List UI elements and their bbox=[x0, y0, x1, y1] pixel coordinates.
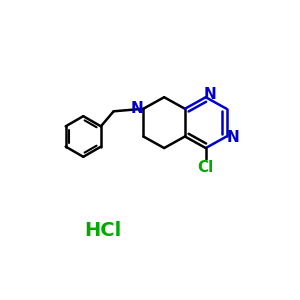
Text: HCl: HCl bbox=[84, 220, 122, 239]
Text: N: N bbox=[226, 130, 239, 145]
Text: Cl: Cl bbox=[198, 160, 214, 175]
Text: N: N bbox=[130, 101, 143, 116]
Text: N: N bbox=[203, 87, 216, 102]
